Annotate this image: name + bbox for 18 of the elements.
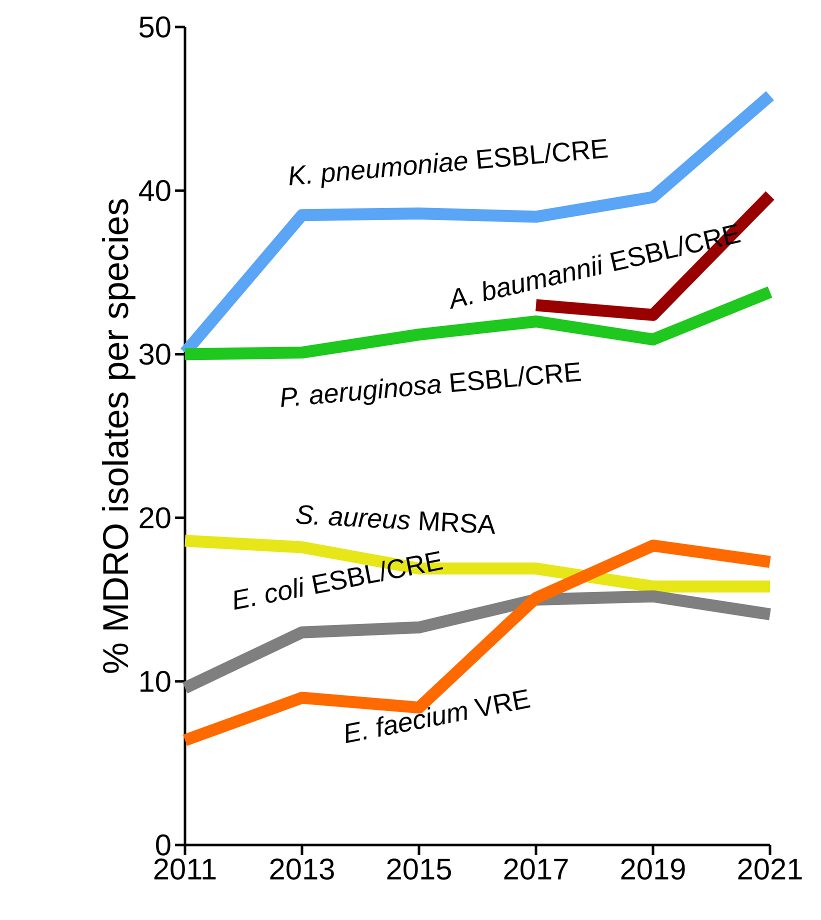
y-axis-title: % MDRO isolates per species — [102, 199, 136, 673]
series-label: K. pneumoniae ESBL/CRE — [290, 139, 608, 188]
text: E. coli ESBL/CRE — [234, 551, 444, 610]
y-tick-label: 40 — [138, 180, 170, 202]
x-tick-label: 2017 — [504, 858, 568, 880]
y-tick-label: 50 — [139, 16, 170, 38]
y-tick-label: 30 — [139, 344, 170, 365]
x-tick-label: 2021 — [738, 858, 802, 880]
series-label: S. aureus MRSA — [296, 505, 496, 534]
x-tick-label: 2011 — [154, 858, 216, 880]
x-tick-label: 2019 — [621, 858, 685, 880]
series-label: P. aeruginosa ESBL/CRE — [281, 362, 582, 407]
text: E. faecium VRE — [346, 689, 530, 744]
y-tick-label: 10 — [140, 670, 170, 692]
x-tick-label: 2015 — [387, 858, 451, 880]
x-tick-label: 2013 — [270, 858, 334, 880]
y-tick-label: 20 — [140, 507, 170, 528]
y-tick-label: 0 — [156, 834, 170, 856]
